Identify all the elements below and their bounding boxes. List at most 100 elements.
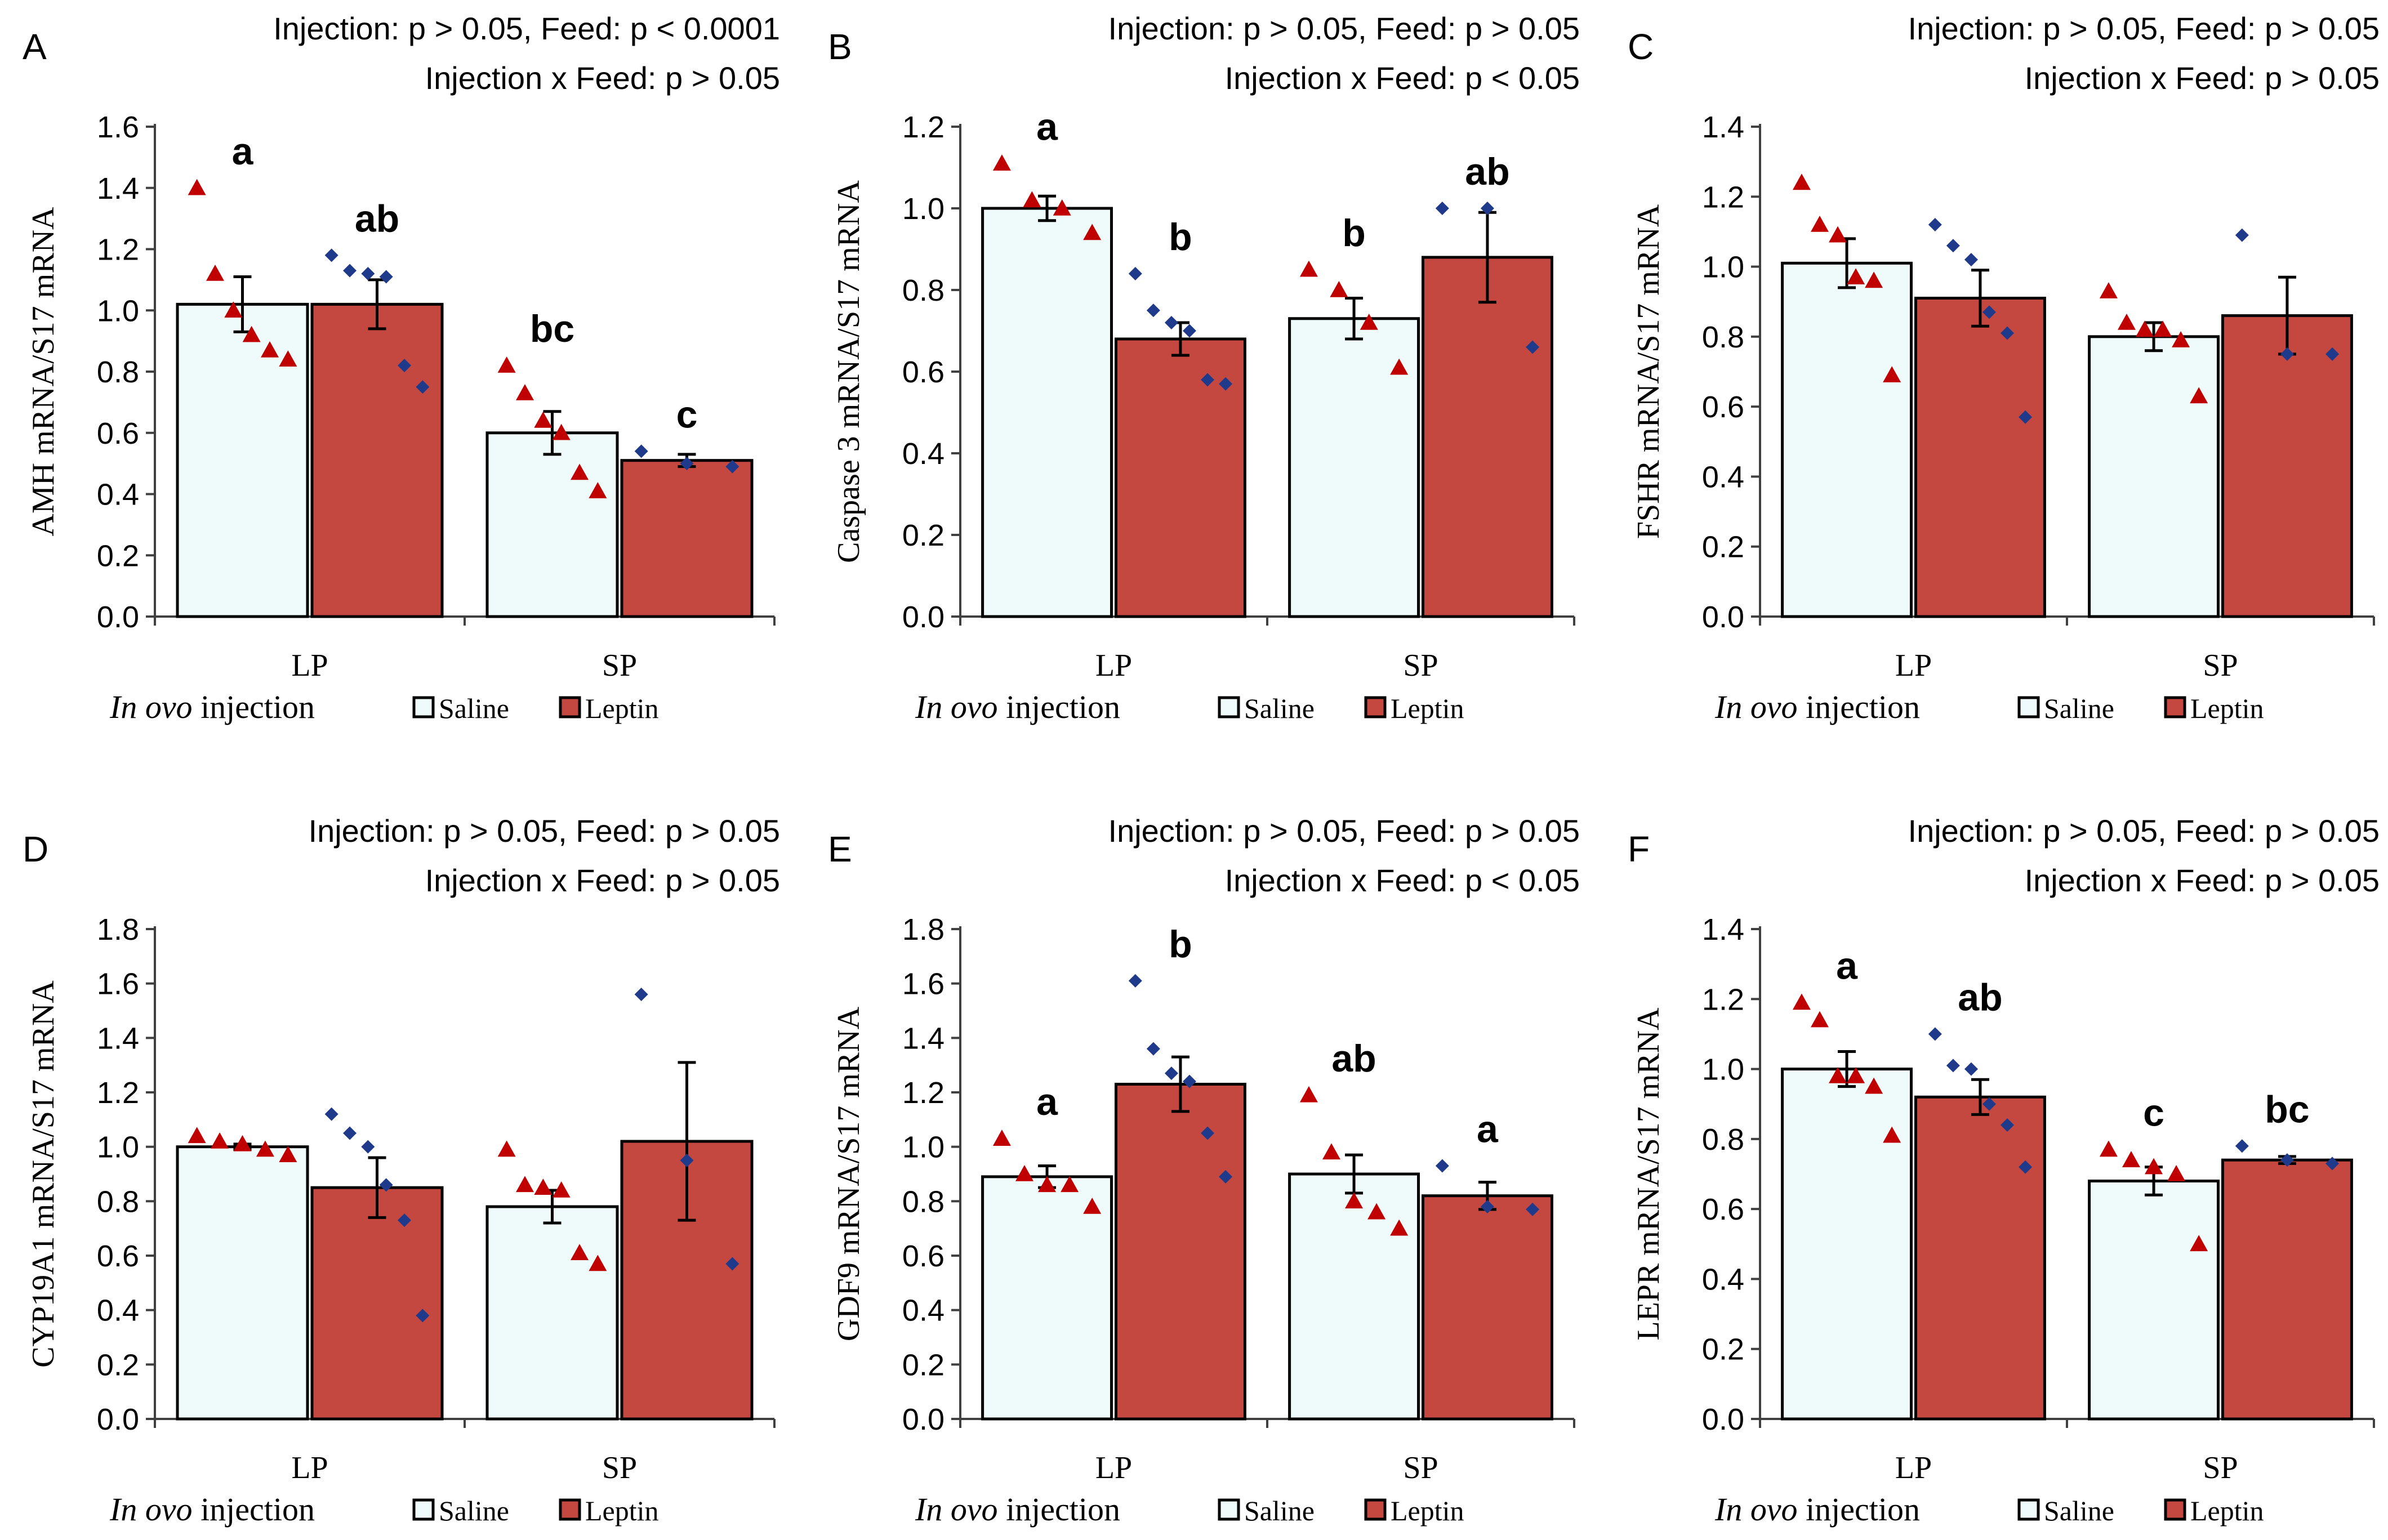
panel-b-point-saline (992, 154, 1011, 171)
panel-f-stats-line2: Injection x Feed: p > 0.05 (2025, 863, 2380, 898)
panel-a-stats-line1: Injection: p > 0.05, Feed: p < 0.0001 (273, 11, 780, 46)
panel-e-point-saline (1061, 1176, 1079, 1193)
panel-e-legend-title-italic: In ovo (915, 1491, 998, 1528)
panel-a-sig-letter: a (232, 130, 254, 173)
panel-a-legend-title-italic: In ovo (109, 689, 193, 725)
panel-c-point-saline (2117, 314, 2136, 330)
panel-c-point-saline (1829, 226, 1847, 243)
panel-e-ytick-label: 0.4 (902, 1294, 944, 1328)
panel-c-point-saline (1883, 366, 1901, 383)
panel-b-letter: B (828, 26, 852, 67)
panel-f-letter: F (1628, 829, 1650, 869)
panel-a-ylabel: AMH mRNA/S17 mRNA (26, 207, 61, 537)
panel-e-stats-line2: Injection x Feed: p < 0.05 (1225, 863, 1580, 898)
panel-e-point-leptin (1480, 1200, 1494, 1213)
panel-a-point-saline (224, 301, 243, 318)
panel-c-ytick-label: 1.0 (1702, 251, 1744, 284)
panel-b-legend-title-rest: injection (998, 689, 1120, 725)
panel-f-point-saline (1883, 1126, 1901, 1143)
panel-b-sig-letter: a (1036, 105, 1058, 148)
panel-c-point-leptin (2280, 347, 2294, 361)
panel-b-point-saline (1083, 224, 1102, 240)
panel-d-legend-saline: Saline (439, 1495, 509, 1526)
panel-e-point-saline (1015, 1165, 1033, 1181)
panel-c-point-leptin (2235, 228, 2249, 242)
panel-c-legend-title-italic: In ovo (1714, 689, 1798, 725)
panel-b-ytick-label: 0.4 (902, 437, 944, 471)
panel-d-legend-swatch-saline (412, 1498, 435, 1521)
panel-d-bar-saline (485, 1205, 619, 1421)
panel-b-legend-title-italic: In ovo (915, 689, 998, 725)
panel-f-legend-swatch-leptin (2164, 1498, 2186, 1521)
panel-c-ytick-label: 1.4 (1702, 110, 1744, 144)
panel-a-point-saline (589, 482, 607, 498)
panel-d-point-leptin (680, 1153, 694, 1167)
panel-d: D Injection: p > 0.05, Feed: p > 0.05 Inje… (23, 813, 780, 1528)
panel-f-point-saline (2099, 1140, 2118, 1157)
panel-a-legend-saline: Saline (439, 693, 509, 724)
panel-e-sig-letter: ab (1331, 1037, 1376, 1080)
panel-e-ytick-label: 1.4 (902, 1021, 944, 1055)
panel-b-ytick-label: 0.6 (902, 355, 944, 389)
panel-f-point-leptin (2280, 1153, 2294, 1167)
panel-b-point-saline (1299, 260, 1318, 277)
panel-e-point-saline (992, 1130, 1011, 1146)
panel-c-legend-swatch-saline (2017, 696, 2040, 718)
panel-e-category-label: LP (1095, 1450, 1132, 1485)
panel-f-ytick-label: 0.2 (1702, 1333, 1744, 1367)
panel-f-point-saline (1810, 1011, 1829, 1028)
panel-a-legend-title: In ovo injection (109, 689, 315, 725)
panel-c-point-leptin (1946, 239, 1960, 253)
panel-a-point-saline (261, 341, 279, 358)
panel-d-point-leptin (379, 1178, 393, 1192)
panel-a: A Injection: p > 0.05, Feed: p < 0.0001 In… (23, 11, 780, 725)
panel-e-point-saline (1299, 1086, 1318, 1102)
panel-d-point-leptin (725, 1257, 739, 1271)
panel-d-point-saline (211, 1132, 229, 1149)
panel-e-stats-line1: Injection: p > 0.05, Feed: p > 0.05 (1108, 813, 1580, 849)
panel-b-bar-leptin (1422, 256, 1553, 618)
panel-d-point-leptin (361, 1140, 375, 1154)
panel-b-legend-swatch-leptin (1364, 696, 1387, 718)
panel-d-ytick-label: 1.2 (97, 1076, 139, 1110)
panel-f-sig-letter: c (2143, 1092, 2164, 1135)
panel-a-point-saline (515, 384, 534, 400)
panel-c-legend-title: In ovo injection (1714, 689, 1920, 725)
panel-e-sig-letter: b (1169, 923, 1192, 966)
panel-b-bar-saline (981, 207, 1113, 618)
panel-a-point-leptin (342, 264, 357, 278)
panel-e-point-saline (1390, 1219, 1409, 1236)
panel-e-ytick-label: 0.0 (902, 1403, 944, 1436)
panel-e-legend-leptin: Leptin (1391, 1495, 1464, 1526)
panel-f-point-leptin (2019, 1160, 2033, 1174)
panel-e-category-label: SP (1403, 1450, 1438, 1485)
panel-f-legend-saline: Saline (2044, 1495, 2114, 1526)
panel-a-point-saline (242, 325, 261, 342)
panel-e-ytick-label: 0.6 (902, 1239, 944, 1273)
panel-a-point-leptin (379, 270, 393, 284)
panel-b-legend-leptin: Leptin (1391, 693, 1464, 724)
panel-b-point-leptin (1480, 202, 1494, 215)
panel-f-ytick-label: 0.6 (1702, 1193, 1744, 1226)
panel-c-legend-saline: Saline (2044, 693, 2114, 724)
panel-a-point-leptin (398, 359, 412, 373)
panel-e-bar-saline (1288, 1172, 1420, 1421)
panel-c-bar-saline (1781, 261, 1913, 618)
panel-b: B Injection: p > 0.05, Feed: p > 0.05 Inje… (828, 11, 1580, 725)
panel-e-letter: E (828, 829, 852, 869)
panel-f-legend-title-italic: In ovo (1714, 1491, 1798, 1528)
panel-c-category-label: SP (2203, 648, 2238, 683)
panel-a-ytick-label: 1.2 (97, 233, 139, 267)
panel-e-point-leptin (1164, 1066, 1178, 1081)
panel-b-point-leptin (1128, 267, 1142, 280)
panel-a-point-leptin (361, 267, 375, 280)
panel-c-point-saline (2099, 282, 2118, 298)
panel-a-letter: A (23, 26, 47, 67)
panel-f-category-label: LP (1895, 1450, 1932, 1485)
panel-b-legend-swatch-saline (1218, 696, 1240, 718)
panel-d-ytick-label: 0.8 (97, 1185, 139, 1218)
panel-a-point-saline (571, 463, 589, 480)
panel-b-point-leptin (1146, 303, 1160, 318)
panel-e-ytick-label: 1.8 (902, 913, 944, 947)
panel-f-point-saline (2122, 1151, 2140, 1167)
